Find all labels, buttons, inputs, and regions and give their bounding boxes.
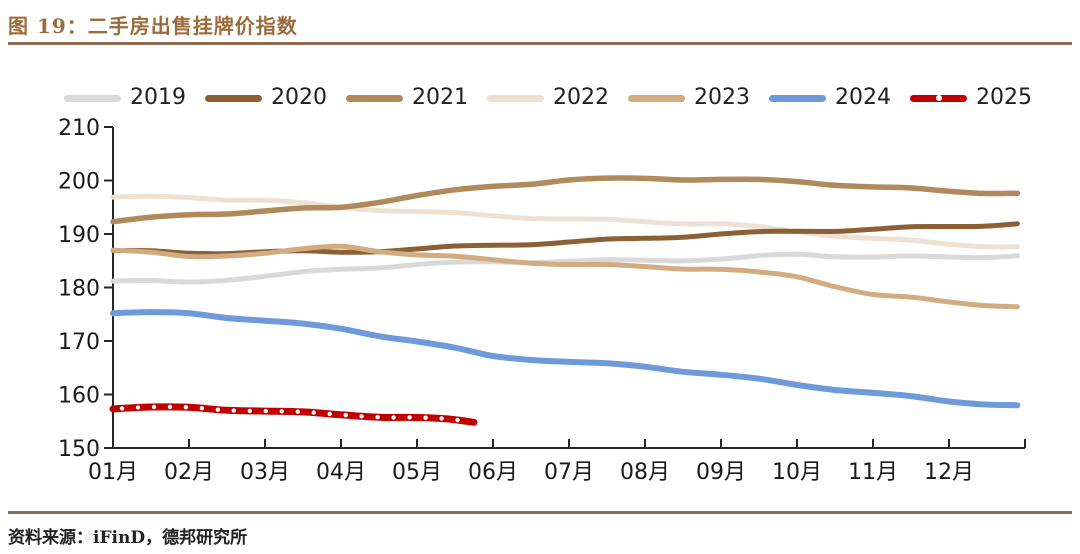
x-axis-label: 10月 bbox=[772, 460, 822, 485]
series-line-2022 bbox=[110, 193, 1020, 250]
x-axis-label: 02月 bbox=[164, 460, 214, 485]
source-note: 资料来源：iFinD，德邦研究所 bbox=[8, 528, 248, 548]
marker-dot bbox=[151, 404, 157, 410]
y-axis-label: 160 bbox=[58, 384, 100, 409]
legend-item-2020: 2020 bbox=[205, 84, 327, 112]
marker-dot bbox=[167, 404, 173, 410]
x-axis-label: 08月 bbox=[620, 460, 670, 485]
legend-swatch-2023 bbox=[628, 94, 685, 102]
marker-dot bbox=[359, 414, 364, 419]
y-axis-label: 170 bbox=[58, 330, 100, 355]
marker-dot bbox=[343, 412, 348, 418]
x-axis-label: 12月 bbox=[924, 460, 974, 485]
x-axis-label: 09月 bbox=[696, 460, 746, 485]
marker-dot bbox=[375, 415, 380, 420]
marker-dot bbox=[199, 406, 205, 411]
marker-dot bbox=[391, 415, 396, 420]
marker-dot bbox=[183, 405, 189, 410]
legend-swatch-2022 bbox=[487, 94, 544, 102]
legend-item-2024: 2024 bbox=[769, 84, 891, 112]
figure-title: 图 19：二手房出售挂牌价指数 bbox=[8, 14, 298, 38]
y-axis-label: 190 bbox=[58, 223, 100, 248]
marker-dot bbox=[439, 416, 444, 421]
marker-dot bbox=[119, 406, 125, 411]
marker-dot bbox=[327, 411, 332, 417]
marker-dot bbox=[135, 405, 141, 410]
marker-dot bbox=[247, 408, 252, 414]
marker-dot bbox=[295, 409, 300, 414]
marker-dot bbox=[279, 409, 284, 414]
marker-dot bbox=[311, 410, 316, 415]
marker-dot bbox=[407, 415, 412, 420]
x-axis-label: 11月 bbox=[848, 460, 898, 485]
legend-label-2022: 2022 bbox=[553, 85, 609, 110]
y-axis-label: 180 bbox=[58, 277, 100, 302]
y-axis-label: 200 bbox=[58, 170, 100, 195]
legend-swatch-2021 bbox=[346, 94, 403, 102]
legend-item-2019: 2019 bbox=[64, 84, 186, 112]
legend-swatch-2024 bbox=[769, 94, 826, 102]
legend-item-2021: 2021 bbox=[346, 84, 468, 112]
title-underline bbox=[8, 42, 1072, 45]
legend-item-2023: 2023 bbox=[628, 84, 750, 112]
series-line-2023 bbox=[110, 243, 1020, 310]
x-axis-label: 01月 bbox=[88, 460, 138, 485]
axes-frame bbox=[112, 127, 1025, 449]
legend-item-2022: 2022 bbox=[487, 84, 609, 112]
legend-swatch-2025 bbox=[910, 94, 967, 102]
series-line-2025 bbox=[109, 403, 478, 426]
legend-label-2019: 2019 bbox=[130, 85, 186, 110]
legend-item-2025: 2025 bbox=[910, 84, 1032, 112]
x-axis-label: 04月 bbox=[316, 460, 366, 485]
series-line-2019 bbox=[110, 251, 1020, 285]
chart-legend: 2019 2020 2021 2022 2023 2024 2025 bbox=[0, 84, 1080, 112]
marker-dot bbox=[423, 415, 428, 420]
legend-swatch-2019 bbox=[64, 94, 121, 102]
marker-dot bbox=[231, 408, 236, 413]
legend-label-2020: 2020 bbox=[271, 85, 327, 110]
marker-dot bbox=[215, 407, 220, 412]
legend-label-2025: 2025 bbox=[976, 85, 1032, 110]
legend-swatch-2020 bbox=[205, 94, 262, 102]
legend-label-2021: 2021 bbox=[412, 85, 468, 110]
marker-dot bbox=[455, 417, 460, 423]
legend-marker-dot bbox=[935, 95, 942, 101]
legend-label-2023: 2023 bbox=[694, 85, 750, 110]
y-axis-label: 210 bbox=[58, 116, 100, 141]
series-line-2021 bbox=[110, 175, 1021, 225]
legend-label-2024: 2024 bbox=[835, 85, 891, 110]
series-line-2024 bbox=[110, 309, 1021, 409]
x-axis-label: 07月 bbox=[544, 460, 594, 485]
x-axis-label: 03月 bbox=[240, 460, 290, 485]
x-axis-label: 06月 bbox=[468, 460, 518, 485]
x-axis-label: 05月 bbox=[392, 460, 442, 485]
footer-rule bbox=[8, 511, 1072, 514]
y-axis-label: 150 bbox=[58, 437, 100, 462]
marker-dot bbox=[263, 408, 268, 414]
